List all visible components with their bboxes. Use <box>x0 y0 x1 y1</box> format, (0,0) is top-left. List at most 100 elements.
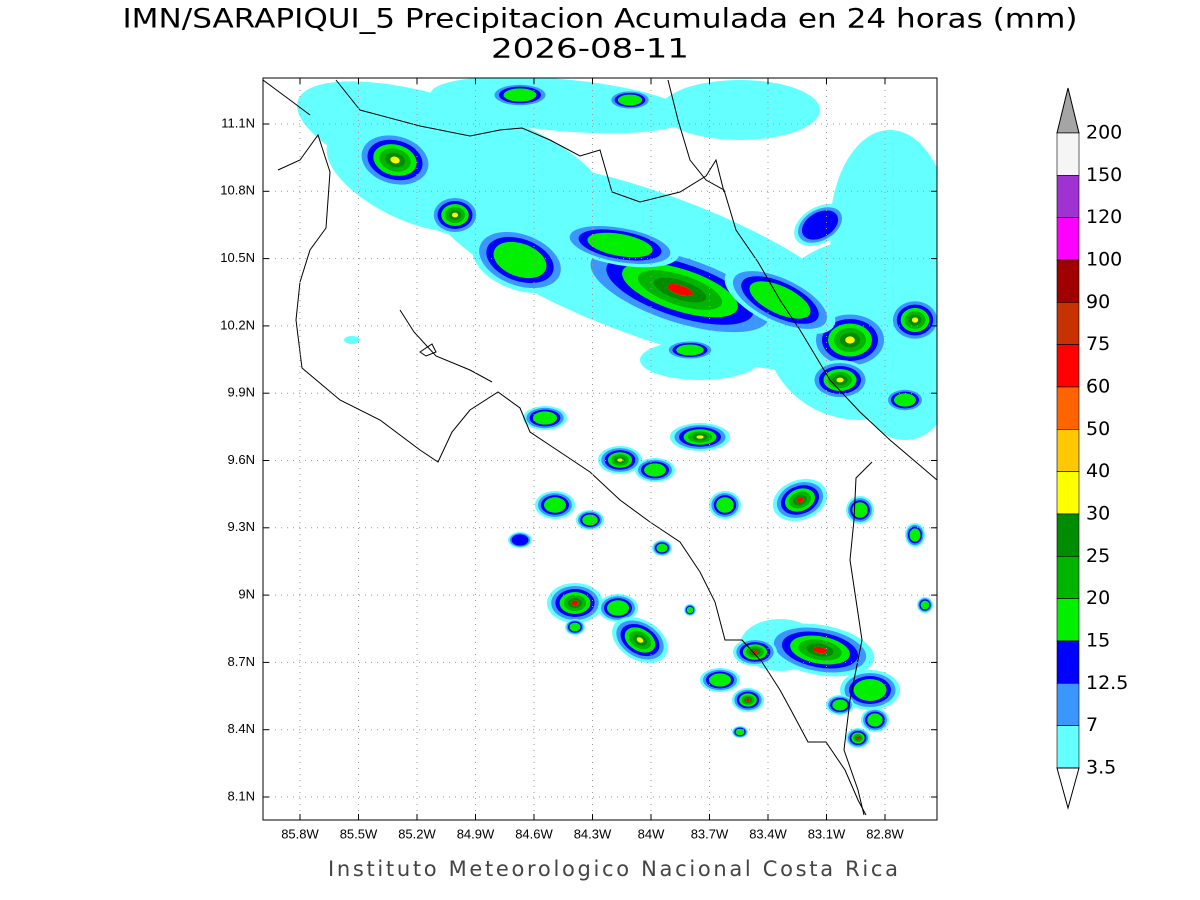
precip-contour <box>587 232 653 258</box>
lat-label: 11.1N <box>221 115 255 130</box>
lat-label: 10.5N <box>220 250 255 265</box>
precip-contour <box>696 435 704 439</box>
precip-contour <box>344 336 360 344</box>
precip-contour <box>532 411 558 425</box>
lat-label: 9.3N <box>228 519 255 534</box>
precip-contour <box>894 393 916 407</box>
colorbar-label: 75 <box>1086 333 1110 355</box>
lon-label: 83.4W <box>749 826 787 841</box>
lake-nicaragua <box>263 79 437 357</box>
colorbar-swatch <box>1056 344 1080 388</box>
colorbar-label: 7 <box>1086 714 1098 736</box>
precip-contour <box>667 284 693 296</box>
colorbar-label: 40 <box>1086 460 1110 482</box>
lon-label: 84W <box>638 826 665 841</box>
map-frame <box>262 77 938 821</box>
precip-contour <box>493 241 547 279</box>
colorbar-label: 20 <box>1086 587 1110 609</box>
precipitation-field <box>297 78 937 748</box>
precip-contour <box>920 600 930 610</box>
lat-label: 8.7N <box>228 654 255 669</box>
colorbar-label: 120 <box>1086 206 1122 228</box>
colorbar-label: 3.5 <box>1086 756 1116 778</box>
precip-contour <box>845 336 855 344</box>
panama-border <box>843 461 873 816</box>
lon-label: 83.7W <box>691 826 729 841</box>
precip-contour <box>582 514 598 526</box>
lon-label: 84.9W <box>457 826 495 841</box>
precip-contour <box>853 679 887 701</box>
colorbar-label: 60 <box>1086 375 1110 397</box>
precip-contour <box>832 699 848 711</box>
precip-contour <box>746 698 750 702</box>
lon-label: 83.1W <box>808 826 846 841</box>
lon-label: 84.3W <box>574 826 612 841</box>
colorbar-swatch <box>1056 259 1080 303</box>
colorbar-label: 100 <box>1086 248 1122 270</box>
colorbar-label: 200 <box>1086 122 1122 144</box>
nicoya-gulf <box>399 309 493 383</box>
precip-contour <box>656 543 668 553</box>
lon-label: 82.8W <box>866 826 904 841</box>
colorbar-swatch <box>1056 471 1080 515</box>
colorbar-label: 150 <box>1086 164 1122 186</box>
precip-contour <box>852 502 868 518</box>
precip-contour <box>617 458 623 462</box>
precip-contour <box>569 622 581 632</box>
precip-contour <box>676 344 704 356</box>
caribbean-coast <box>667 79 937 481</box>
precip-contour <box>617 94 643 106</box>
colorbar-swatch <box>1056 682 1080 726</box>
precip-contour <box>636 637 644 643</box>
colorbar-label: 15 <box>1086 629 1110 651</box>
lon-label: 85.8W <box>281 826 319 841</box>
lon-label: 85.2W <box>398 826 436 841</box>
precip-contour <box>607 600 629 616</box>
precip-contour <box>867 713 883 727</box>
precip-contour <box>686 606 694 614</box>
precip-contour <box>836 377 844 383</box>
precip-contour <box>830 130 937 330</box>
lat-label: 8.4N <box>228 721 255 736</box>
colorbar-swatch <box>1056 640 1080 684</box>
nicaragua-border <box>335 79 725 203</box>
precip-contour <box>911 317 919 323</box>
title: IMN/SARAPIQUI_5 Precipitacion Acumulada … <box>123 4 1078 35</box>
precip-contour <box>452 212 458 218</box>
precip-contour <box>644 463 666 477</box>
precip-contour <box>511 534 529 546</box>
colorbar-swatch <box>1056 555 1080 599</box>
colorbar-swatch <box>1056 598 1080 642</box>
precip-contour <box>660 80 820 140</box>
precip-contour <box>709 673 731 687</box>
precip-contour <box>856 736 860 740</box>
date: 2026-08-11 <box>491 34 689 65</box>
lon-label: 84.6W <box>515 826 553 841</box>
colorbar-over <box>1056 87 1080 134</box>
precip-contour <box>503 88 537 102</box>
colorbar-label: 90 <box>1086 291 1110 313</box>
precip-contour <box>909 528 921 542</box>
precip-contour <box>735 728 745 736</box>
colorbar-swatch <box>1056 429 1080 472</box>
colorbar-swatch <box>1056 132 1080 176</box>
colorbar-label: 50 <box>1086 418 1110 440</box>
precip-contour <box>796 497 804 503</box>
pacific-coast <box>277 133 867 816</box>
coastlines <box>263 79 937 816</box>
colorbar-under <box>1056 767 1080 810</box>
precip-contour <box>716 497 734 513</box>
colorbar-swatch <box>1056 302 1080 345</box>
precip-contour <box>544 497 566 513</box>
lat-label: 9.9N <box>228 385 255 400</box>
lat-label: 9N <box>238 587 255 602</box>
lat-label: 9.6N <box>228 452 255 467</box>
colorbar-swatch <box>1056 175 1080 218</box>
lon-label: 85.5W <box>340 826 378 841</box>
colorbar-label: 30 <box>1086 502 1110 524</box>
footer: Instituto Meteorologico Nacional Costa R… <box>328 857 898 881</box>
colorbar-label: 25 <box>1086 545 1110 567</box>
precip-contour <box>390 156 400 164</box>
